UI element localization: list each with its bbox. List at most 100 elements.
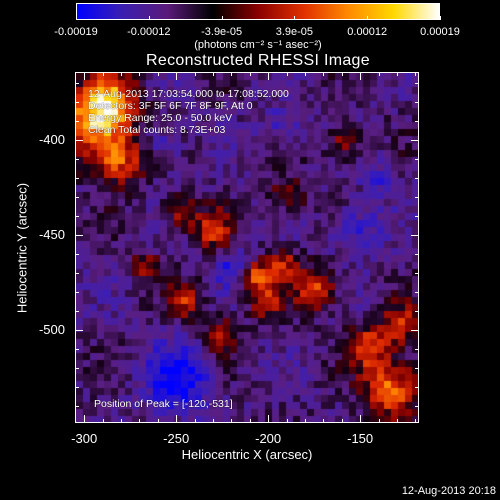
axis-tick — [75, 159, 79, 161]
axis-tick — [411, 140, 419, 142]
colorbar-tick-label: -3.9e-05 — [201, 26, 243, 38]
y-tick-label: -400 — [38, 132, 65, 148]
axis-tick — [415, 216, 419, 218]
axis-tick — [323, 72, 325, 76]
colorbar-tick-label: 0.00012 — [347, 26, 388, 38]
footer-timestamp: 12-Aug-2013 20:18 — [401, 485, 496, 497]
axis-tick — [415, 254, 419, 256]
axis-tick — [176, 415, 178, 423]
heatmap-image — [76, 73, 418, 422]
axis-tick — [75, 140, 83, 142]
info-detectors: Detectors: 3F 5F 6F 7F 8F 9F, Att 0 — [88, 100, 253, 112]
axis-tick — [396, 419, 398, 423]
colorbar-tick — [221, 16, 223, 20]
axis-tick — [378, 419, 380, 423]
axis-tick — [268, 72, 270, 80]
axis-tick — [415, 121, 419, 123]
axis-tick — [84, 72, 86, 80]
axis-tick — [75, 311, 79, 313]
axis-tick — [415, 72, 417, 76]
x-tick-label: -300 — [71, 431, 98, 446]
axis-tick — [102, 419, 104, 423]
axis-tick — [157, 419, 159, 423]
axis-tick — [286, 419, 288, 423]
axis-tick — [249, 72, 251, 76]
axis-tick — [75, 254, 79, 256]
axis-tick — [194, 419, 196, 423]
x-tick-label: -200 — [255, 431, 282, 446]
axis-tick — [268, 415, 270, 423]
colorbar — [76, 3, 440, 20]
colorbar-tick — [76, 16, 77, 20]
axis-tick — [84, 415, 86, 423]
colorbar-tick — [367, 16, 369, 20]
axis-tick — [360, 72, 362, 80]
image-title: Reconstructed RHESSI Image — [146, 52, 370, 69]
colorbar-units: (photons cm⁻² s⁻¹ asec⁻²) — [194, 39, 322, 51]
axis-tick — [212, 72, 214, 76]
axis-tick — [75, 367, 79, 369]
axis-tick — [378, 72, 380, 76]
axis-tick — [415, 102, 419, 104]
axis-tick — [415, 159, 419, 161]
axis-tick — [415, 273, 419, 275]
axis-tick — [396, 72, 398, 76]
axis-tick — [75, 273, 79, 275]
axis-tick — [139, 72, 141, 76]
y-tick-label: -450 — [38, 227, 65, 243]
axis-tick — [120, 419, 122, 423]
axis-tick — [75, 83, 79, 85]
x-tick-label: -250 — [163, 431, 190, 446]
axis-tick — [75, 292, 79, 294]
info-clean-counts: Clean Total counts: 8.73E+03 — [88, 124, 226, 136]
axis-tick — [415, 405, 419, 407]
axis-tick — [411, 235, 419, 237]
axis-tick — [139, 419, 141, 423]
axis-tick — [415, 386, 419, 388]
colorbar-tick-label: -0.00012 — [127, 26, 171, 38]
axis-tick — [231, 72, 233, 76]
colorbar-tick — [148, 16, 150, 20]
axis-tick — [102, 72, 104, 76]
axis-tick — [75, 330, 83, 332]
axis-tick — [75, 216, 79, 218]
y-tick-label: -500 — [38, 322, 65, 338]
axis-tick — [75, 386, 79, 388]
axis-tick — [75, 405, 79, 407]
axis-tick — [120, 72, 122, 76]
colorbar-tick — [294, 16, 296, 20]
axis-tick — [75, 178, 79, 180]
axis-tick — [75, 197, 79, 199]
axis-tick — [415, 367, 419, 369]
info-time-range: 12-Aug-2013 17:03:54.000 to 17:08:52.000 — [88, 88, 289, 100]
image-plot: 12-Aug-2013 17:03:54.000 to 17:08:52.000… — [75, 72, 419, 423]
axis-tick — [75, 349, 79, 350]
axis-tick — [286, 72, 288, 76]
axis-tick — [75, 121, 79, 123]
axis-tick — [415, 292, 419, 294]
info-peak-position: Position of Peak = [-120,-531] — [94, 398, 233, 410]
axis-tick — [231, 419, 233, 423]
axis-tick — [415, 83, 419, 85]
colorbar-tick-label: 0.00019 — [420, 26, 460, 38]
colorbar-tick-label: 3.9e-05 — [275, 26, 314, 38]
axis-tick — [194, 72, 196, 76]
axis-tick — [415, 349, 419, 350]
axis-tick — [415, 197, 419, 199]
x-tick-label: -150 — [347, 431, 374, 446]
axis-tick — [411, 330, 419, 332]
axis-tick — [415, 311, 419, 313]
colorbar-tick-label: -0.00019 — [54, 26, 98, 38]
axis-tick — [341, 419, 343, 423]
axis-tick — [304, 419, 306, 423]
axis-tick — [212, 419, 214, 423]
axis-tick — [323, 419, 325, 423]
axis-tick — [176, 72, 178, 80]
axis-tick — [415, 419, 417, 423]
axis-tick — [304, 72, 306, 76]
colorbar-tick — [440, 16, 441, 20]
axis-tick — [157, 72, 159, 76]
axis-tick — [360, 415, 362, 423]
axis-tick — [415, 178, 419, 180]
y-axis-label: Heliocentric Y (arcsec) — [14, 182, 30, 314]
